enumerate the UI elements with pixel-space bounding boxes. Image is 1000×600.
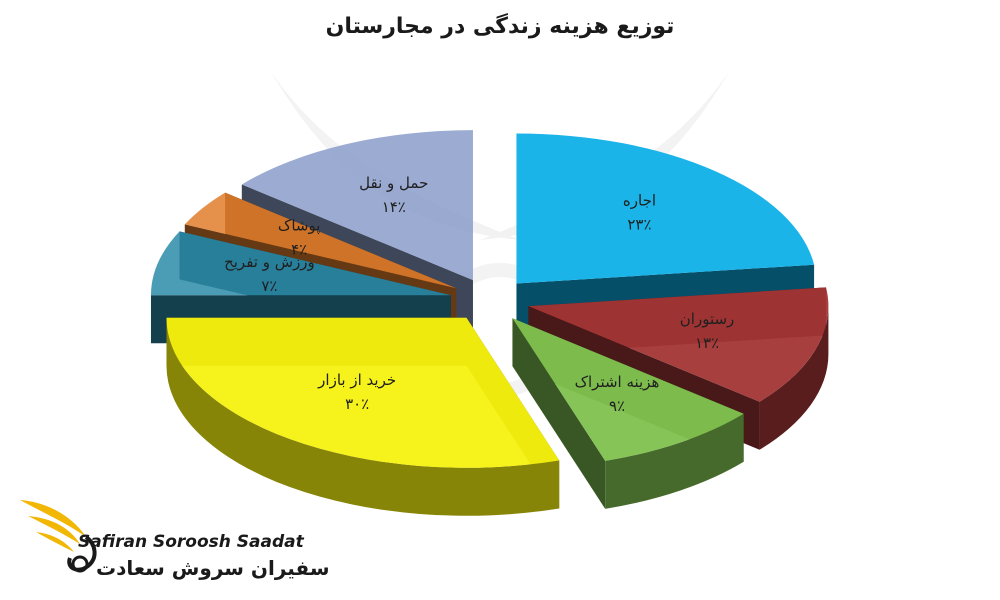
slice-value-0: ۲۳٪: [627, 216, 651, 234]
slice-label-4: ورزش و تفریح: [224, 253, 315, 271]
slice-value-6: ۱۴٪: [382, 198, 406, 216]
slice-value-4: ۷٪: [261, 277, 277, 295]
slice-label-3: خرید از بازار: [317, 371, 396, 389]
slice-value-2: ۹٪: [609, 397, 625, 415]
pie-slice-1: [528, 287, 829, 450]
slice-label-2: هزینه اشتراک: [575, 373, 660, 391]
pie-slice-3: [166, 317, 560, 516]
logo-name-en: Safiran Soroosh Saadat: [78, 532, 304, 552]
slice-label-1: رستوران: [680, 310, 735, 328]
company-logo-icon: [20, 500, 97, 573]
slice-value-5: ۴٪: [291, 240, 307, 258]
slice-label-5: پوشاک: [278, 216, 321, 235]
slice-label-6: حمل و نقل: [359, 174, 428, 192]
slice-label-0: اجاره: [623, 192, 656, 210]
chart-title: توزیع هزینه زندگی در مجارستان: [325, 14, 675, 39]
pie-slice-2: [512, 318, 744, 509]
logo-name-fa: سفیران سروش سعادت: [96, 556, 330, 580]
slice-value-1: ۱۳٪: [695, 334, 719, 352]
slice-value-3: ۳۰٪: [345, 395, 369, 413]
